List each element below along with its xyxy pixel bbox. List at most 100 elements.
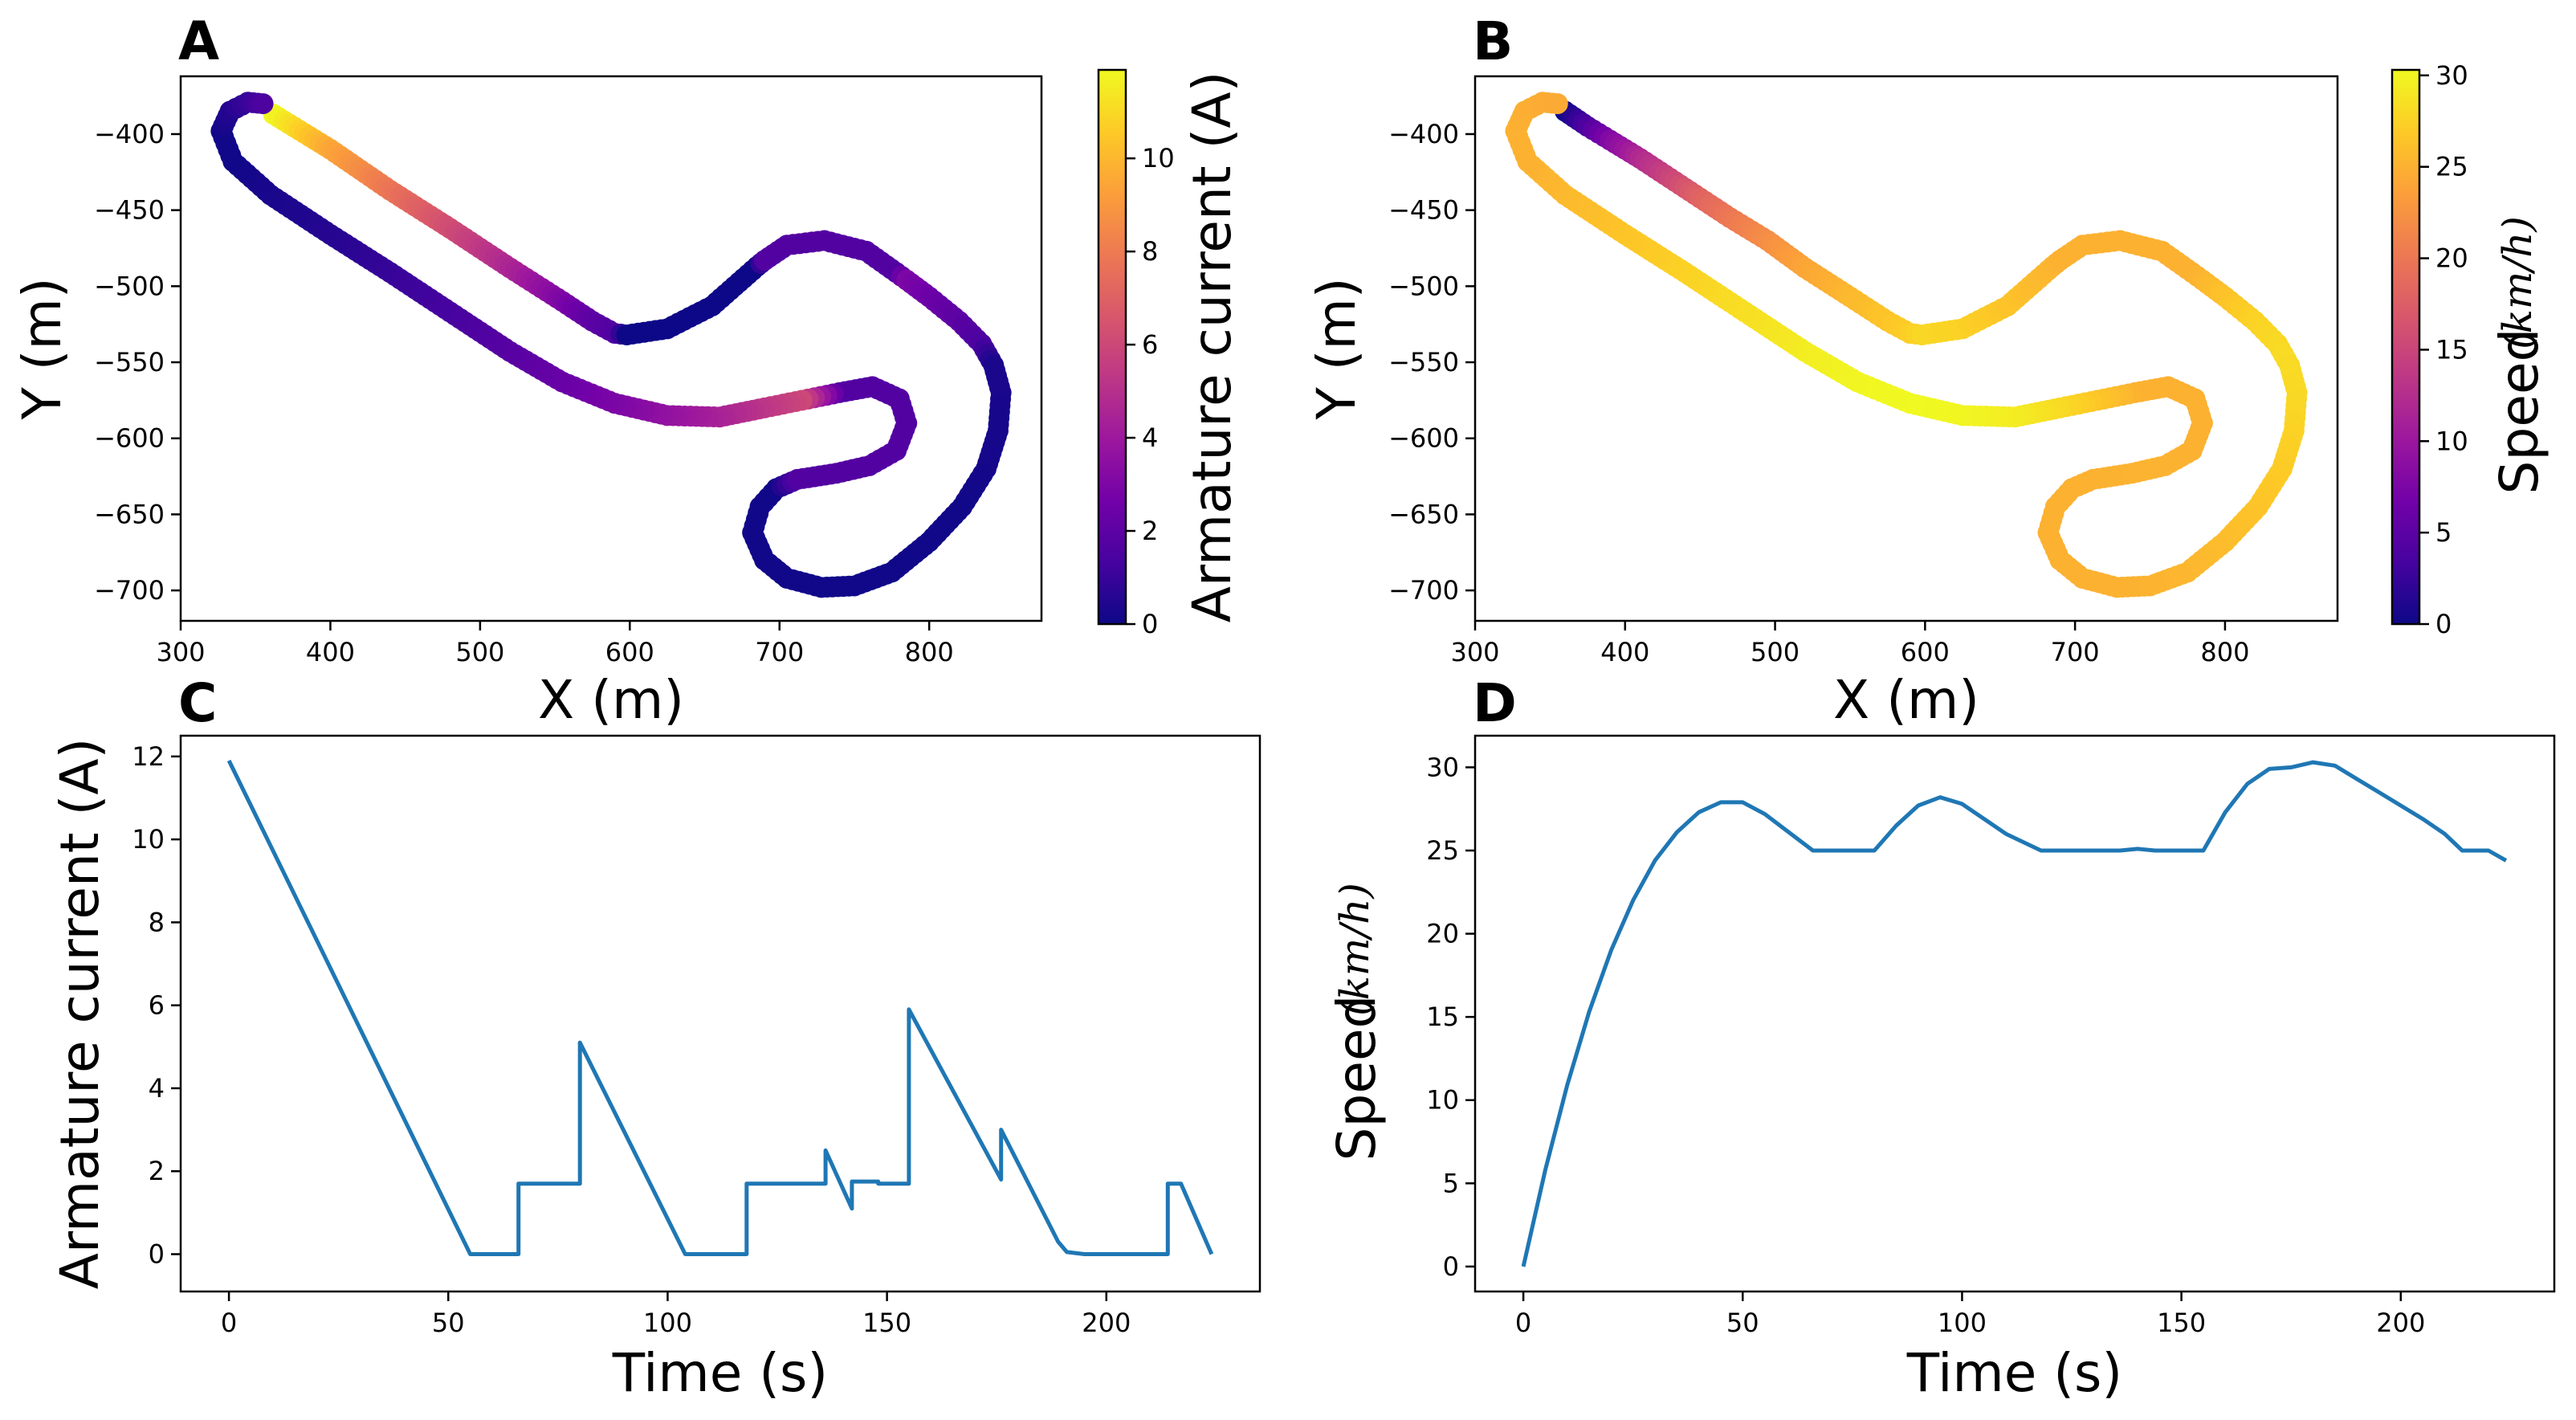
panel-letter-b: B: [1473, 10, 1513, 72]
a-colorbar-tick-label-5: 10: [1142, 143, 1175, 173]
d-y-tick-label-4: 20: [1426, 919, 1459, 949]
a-y-axis-ticks: −400 −450 −500 −550 −600 −650 −700: [94, 119, 181, 606]
b-x-tick-label-2: 500: [1751, 637, 1800, 667]
b-colorbar-ticks: 0 5 10 15 20 25 30: [2419, 60, 2468, 639]
panel-letter-a: A: [178, 10, 219, 72]
b-colorbar-tick-label-2: 10: [2435, 426, 2468, 456]
b-colorbar-label-group: Speed (km/h): [2488, 216, 2550, 494]
c-x-tick-label-2: 100: [643, 1308, 692, 1338]
panel-a: A 300 400 500 600 700 800 −400 −450 −500 −550 −60…: [11, 10, 1243, 731]
a-x-axis-ticks: 300 400 500 600 700 800: [156, 621, 954, 667]
a-x-tick-label-3: 600: [605, 637, 654, 667]
d-x-tick-label-1: 50: [1726, 1308, 1759, 1338]
b-colorbar-tick-label-5: 25: [2435, 152, 2468, 182]
b-colorbar-gradient: [2391, 68, 2421, 626]
b-x-tick-label-1: 400: [1600, 637, 1649, 667]
d-y-tick-label-2: 10: [1426, 1085, 1459, 1116]
d-y-tick-label-6: 30: [1426, 752, 1459, 782]
b-x-axis-ticks: 300 400 500 600 700 800: [1450, 621, 2249, 667]
c-y-tick-label-1: 2: [149, 1156, 165, 1186]
a-y-tick-label-2: −500: [94, 271, 165, 301]
b-y-tick-label-0: −400: [1388, 119, 1459, 149]
d-x-tick-label-4: 200: [2376, 1308, 2425, 1338]
c-x-tick-label-4: 200: [1082, 1308, 1131, 1338]
c-plot-frame: [179, 734, 1262, 1293]
a-x-tick-label-5: 800: [905, 637, 954, 667]
a-colorbar-tick-label-3: 6: [1142, 329, 1158, 360]
a-colorbar-label: Armature current (A): [1181, 71, 1243, 623]
b-y-tick-label-2: −500: [1388, 271, 1459, 301]
c-y-tick-label-6: 12: [132, 741, 165, 772]
b-x-tick-label-0: 300: [1450, 637, 1499, 667]
a-track-points: [210, 92, 1012, 598]
panel-c: C 0 50 100 150 200 0 2 4 6 8 10 12 Time (s) Armatu…: [49, 672, 1262, 1404]
c-y-axis-ticks: 0 2 4 6 8 10 12: [132, 741, 181, 1270]
d-plot-frame: [1473, 734, 2556, 1293]
a-x-tick-label-0: 300: [156, 637, 205, 667]
c-x-tick-label-0: 0: [221, 1308, 237, 1338]
a-colorbar-tick-label-2: 4: [1142, 422, 1158, 453]
b-colorbar-tick-label-3: 15: [2435, 334, 2468, 365]
b-y-tick-label-4: −600: [1388, 423, 1459, 454]
d-x-tick-label-0: 0: [1515, 1308, 1531, 1338]
a-colorbar-gradient: [1097, 68, 1127, 626]
a-colorbar-tick-label-4: 8: [1142, 236, 1158, 267]
d-y-axis-ticks: 0 5 10 15 20 25 30: [1426, 752, 1475, 1282]
d-y-axis-label-group: Speed (km/h): [1326, 883, 1388, 1161]
panel-b: B 300 400 500 600 700 800 −400 −450 −500 −550 −60…: [1306, 10, 2550, 731]
b-colorbar-tick-label-1: 5: [2435, 517, 2452, 548]
b-colorbar-tick-label-4: 20: [2435, 243, 2468, 274]
panel-letter-d: D: [1473, 672, 1517, 734]
d-series: [1521, 760, 2508, 1267]
c-y-tick-label-4: 8: [149, 907, 165, 937]
a-x-tick-label-2: 500: [455, 637, 504, 667]
b-x-tick-label-5: 800: [2200, 637, 2249, 667]
d-y-tick-label-5: 25: [1426, 835, 1459, 866]
b-y-tick-label-6: −700: [1388, 575, 1459, 606]
a-colorbar-tick-label-1: 2: [1142, 516, 1158, 546]
d-y-axis-label: Speed: [1326, 995, 1388, 1161]
b-y-tick-label-1: −450: [1388, 195, 1459, 226]
c-y-tick-label-0: 0: [149, 1239, 165, 1270]
c-x-axis-label: Time (s): [612, 1342, 828, 1404]
d-y-tick-label-0: 0: [1443, 1251, 1459, 1282]
c-y-tick-label-5: 10: [132, 824, 165, 855]
c-y-axis-label: Armature current (A): [49, 738, 111, 1290]
c-x-tick-label-1: 50: [432, 1308, 465, 1338]
b-track-points: [1505, 92, 2308, 598]
c-y-tick-label-3: 6: [149, 990, 165, 1021]
d-series-line: [1521, 760, 2508, 1267]
b-colorbar-label: Speed: [2488, 328, 2550, 495]
d-x-axis-label: Time (s): [1906, 1342, 2122, 1404]
b-colorbar-unit: (km/h): [2494, 216, 2541, 349]
d-y-tick-label-1: 5: [1443, 1168, 1459, 1198]
b-y-axis-ticks: −400 −450 −500 −550 −600 −650 −700: [1388, 119, 1475, 606]
b-colorbar-tick-label-0: 0: [2435, 609, 2452, 639]
a-x-tick-label-1: 400: [306, 637, 355, 667]
a-y-tick-label-1: −450: [94, 195, 165, 226]
a-y-tick-label-0: −400: [94, 119, 165, 149]
c-series-line: [226, 759, 1214, 1256]
a-y-tick-label-5: −650: [94, 499, 165, 529]
d-x-tick-label-2: 100: [1938, 1308, 1987, 1338]
d-y-axis-unit: (km/h): [1331, 883, 1378, 1016]
b-x-tick-label-3: 600: [1901, 637, 1950, 667]
b-plot-frame: [1473, 75, 2339, 622]
c-x-tick-label-3: 150: [862, 1308, 911, 1338]
a-y-axis-label: Y (m): [11, 277, 73, 420]
a-plot-frame: [179, 75, 1043, 622]
b-y-tick-label-3: −550: [1388, 347, 1459, 377]
a-colorbar-tick-label-0: 0: [1142, 609, 1158, 639]
d-x-tick-label-3: 150: [2157, 1308, 2206, 1338]
a-track-point: [252, 93, 274, 115]
a-x-axis-label: X (m): [538, 669, 684, 731]
b-x-axis-label: X (m): [1833, 669, 1979, 731]
c-x-axis-ticks: 0 50 100 150 200: [221, 1291, 1131, 1338]
d-y-tick-label-3: 15: [1426, 1002, 1459, 1032]
d-x-axis-ticks: 0 50 100 150 200: [1515, 1291, 2425, 1338]
c-y-tick-label-2: 4: [149, 1073, 165, 1104]
a-y-tick-label-6: −700: [94, 575, 165, 606]
b-x-tick-label-4: 700: [2051, 637, 2100, 667]
b-colorbar: 0 5 10 15 20 25 30 Speed (km/h): [2391, 60, 2550, 639]
